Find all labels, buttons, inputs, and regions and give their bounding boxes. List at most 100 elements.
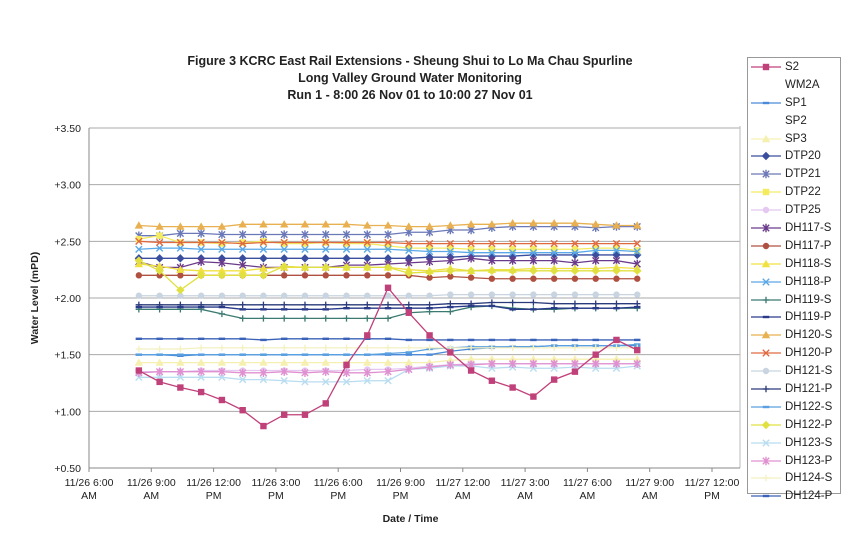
legend-item: SP2	[748, 112, 840, 130]
data-point	[281, 315, 288, 322]
data-point	[259, 375, 268, 384]
data-point	[530, 246, 537, 253]
legend-marker	[762, 296, 770, 303]
data-point	[239, 344, 246, 352]
data-point	[155, 358, 164, 366]
data-point	[447, 244, 454, 252]
data-point	[405, 239, 413, 248]
data-point	[613, 291, 620, 298]
data-point	[571, 368, 579, 375]
data-point	[591, 355, 600, 363]
data-point	[135, 237, 143, 246]
data-point	[633, 221, 642, 229]
legend-label: DTP21	[785, 168, 821, 181]
data-point	[592, 300, 599, 307]
x-axis-label: Date / Time	[383, 513, 439, 525]
data-point	[488, 275, 496, 282]
data-point	[467, 254, 475, 263]
legend-swatch-icon	[751, 349, 781, 357]
data-point	[570, 219, 580, 227]
data-point	[301, 292, 309, 299]
data-point	[384, 284, 392, 291]
data-point	[239, 407, 246, 414]
data-point	[260, 315, 267, 322]
data-point	[177, 272, 184, 279]
data-point	[633, 266, 642, 275]
data-point	[633, 359, 641, 368]
data-point	[467, 248, 475, 257]
data-point	[550, 291, 558, 298]
data-point	[301, 238, 309, 247]
legend: S2 WM2A SP1 SP2 SP3 DTP20 DTP21 DTP22 DTP25 DH117…	[747, 57, 841, 502]
data-point	[509, 344, 516, 352]
legend-swatch-icon	[751, 456, 781, 465]
data-point	[467, 274, 475, 281]
data-point	[613, 300, 620, 307]
legend-label: S2	[785, 60, 800, 73]
series-dh117-p	[135, 272, 641, 282]
legend-item: DH119-P	[748, 308, 840, 326]
data-point	[177, 345, 184, 353]
data-point	[239, 239, 246, 246]
data-point	[196, 266, 206, 274]
data-point	[322, 400, 329, 407]
series-dtp21	[135, 222, 641, 240]
data-point	[135, 292, 143, 299]
data-point	[259, 254, 268, 263]
legend-label: DH122-S	[785, 400, 833, 413]
data-point	[446, 356, 455, 364]
legend-swatch-icon	[751, 316, 781, 319]
x-tick-label: AM	[642, 490, 658, 502]
data-point	[488, 299, 496, 306]
data-point	[488, 246, 496, 253]
data-point	[342, 245, 351, 253]
data-point	[529, 355, 538, 363]
legend-swatch-icon	[751, 438, 781, 447]
data-point	[550, 344, 558, 352]
data-point	[509, 275, 516, 282]
legend-swatch-icon	[751, 223, 781, 233]
legend-swatch-icon	[751, 101, 781, 104]
x-tick-label: AM	[455, 490, 471, 502]
data-point	[217, 358, 227, 366]
legend-marker	[762, 188, 770, 196]
legend-swatch-icon	[751, 206, 781, 214]
data-point	[487, 266, 497, 275]
data-point	[447, 291, 454, 298]
data-point	[405, 246, 413, 255]
data-point	[238, 230, 247, 239]
data-point	[321, 254, 330, 263]
x-tick-label: PM	[704, 490, 720, 502]
data-point	[196, 358, 206, 366]
data-point	[197, 229, 205, 238]
data-point	[383, 358, 393, 366]
data-point	[322, 238, 330, 247]
legend-label: DH117-S	[785, 221, 832, 234]
data-point	[592, 275, 599, 282]
data-point	[177, 301, 184, 308]
data-point	[446, 247, 455, 256]
data-point	[404, 222, 414, 230]
data-point	[426, 244, 433, 252]
data-point	[634, 300, 641, 307]
legend-item: DH124-S	[748, 469, 840, 487]
x-tick-label: 11/26 6:00	[65, 477, 114, 489]
data-point	[135, 235, 143, 243]
data-point	[467, 239, 475, 248]
data-point	[343, 272, 350, 279]
legend-swatch-icon	[751, 259, 781, 267]
data-point	[405, 292, 413, 299]
y-tick-label: +3.50	[54, 123, 81, 135]
legend-label: DH118-S	[785, 257, 832, 270]
data-point	[509, 291, 516, 298]
legend-marker	[761, 134, 771, 142]
data-point	[321, 263, 330, 272]
data-point	[612, 266, 621, 275]
data-point	[155, 238, 164, 247]
data-point	[197, 373, 205, 382]
data-point	[322, 315, 329, 322]
data-point	[384, 344, 392, 352]
data-point	[487, 355, 497, 363]
data-point	[446, 221, 455, 229]
data-point	[156, 345, 163, 353]
